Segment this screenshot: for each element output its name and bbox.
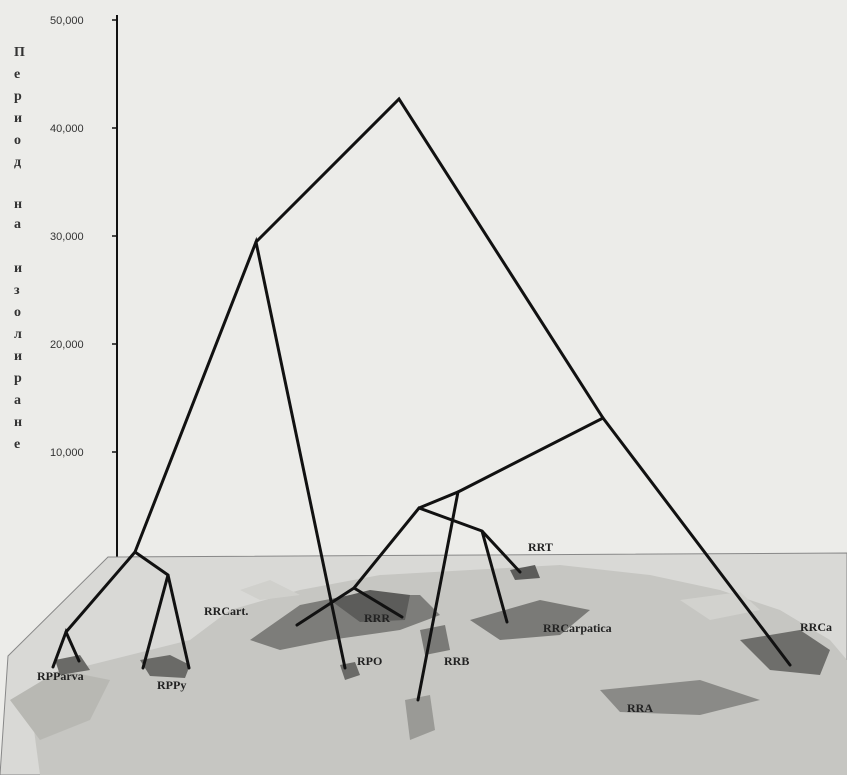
map-dark-pyrenees <box>140 655 190 678</box>
label-rrr: RRR <box>364 611 390 625</box>
y-title-char: д <box>14 155 21 170</box>
y-title-char: н <box>14 197 22 212</box>
y-title-char: е <box>14 437 20 452</box>
map-dark-caucasus <box>740 630 830 675</box>
label-rpo: RPO <box>357 654 382 668</box>
branch-root <box>254 96 605 420</box>
branch-central <box>352 506 484 590</box>
label-rppy: RPPy <box>157 678 186 692</box>
y-title-char: и <box>14 349 22 364</box>
leaf-labels: RPParva RPPy RRCart. RPO RRR RRB RRT RRC… <box>37 540 832 715</box>
y-title-char: р <box>14 371 22 386</box>
y-axis-title: П е р и о д н а и з о л и р а н е <box>14 45 25 452</box>
label-rrb: RRB <box>444 654 469 668</box>
label-rrcart: RRCart. <box>204 604 248 618</box>
y-tick-label: 20,000 <box>50 339 84 351</box>
y-tick-label: 30,000 <box>50 231 84 243</box>
map-greece <box>405 695 435 740</box>
map-dark-rpparva <box>55 655 90 675</box>
branch-left-clade <box>133 236 347 670</box>
branch-west <box>64 549 170 634</box>
label-rrca: RRCa <box>800 620 832 634</box>
y-title-char: о <box>14 133 21 148</box>
branch-rppy <box>141 574 191 670</box>
map-land-patch <box>240 580 300 600</box>
label-rrcarpatica: RRCarpatica <box>543 621 612 635</box>
y-title-char: и <box>14 261 22 276</box>
branch-rrb <box>416 489 460 702</box>
y-tick-label: 10,000 <box>50 447 84 459</box>
y-tick-label: 40,000 <box>50 123 84 135</box>
y-title-char: а <box>14 217 21 232</box>
branch-rrcart-rrr <box>295 586 404 627</box>
y-title-char: о <box>14 305 21 320</box>
dendrogram-lines <box>51 96 792 702</box>
map-dark-rrb <box>420 625 450 655</box>
y-title-char: з <box>14 283 20 298</box>
y-axis-ticks <box>112 19 117 453</box>
y-title-char: р <box>14 89 22 104</box>
branch-rrt-rrcarpatica <box>480 529 522 624</box>
label-rrt: RRT <box>528 540 553 554</box>
y-title-char: и <box>14 111 22 126</box>
map-dark-rrr <box>330 590 410 622</box>
label-rra: RRA <box>627 701 653 715</box>
y-title-char: П <box>14 45 25 60</box>
y-title-char: л <box>14 327 22 342</box>
map-land-iberia <box>10 670 110 740</box>
map-dark-carpathians <box>470 600 590 640</box>
branch-right-clade <box>456 416 792 667</box>
y-title-char: н <box>14 415 22 430</box>
y-title-char: е <box>14 67 20 82</box>
y-title-char: а <box>14 393 21 408</box>
label-rpparva: RPParva <box>37 669 84 683</box>
map-land-main <box>30 565 847 775</box>
branch-rpparva <box>51 628 81 669</box>
map-dark-rra <box>600 680 760 715</box>
y-tick-label: 50,000 <box>50 15 84 27</box>
